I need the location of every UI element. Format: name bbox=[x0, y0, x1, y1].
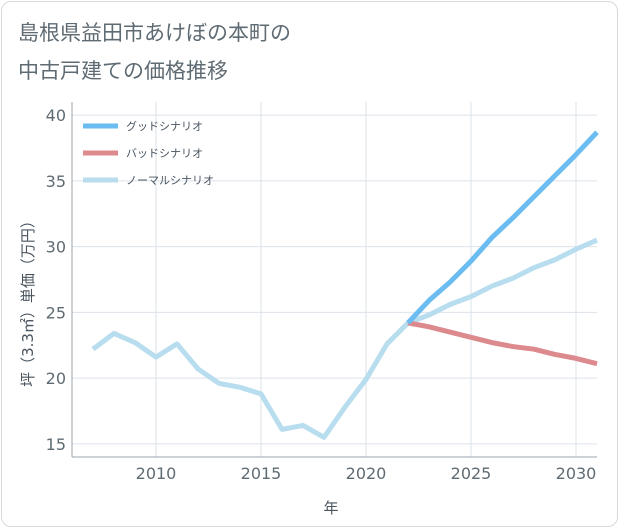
x-tick-label: 2030 bbox=[556, 464, 597, 483]
bad-scenario-line bbox=[407, 320, 598, 367]
grid-lines bbox=[72, 102, 597, 457]
legend-label: ノーマルシナリオ bbox=[126, 174, 214, 187]
y-axis-ticks: 15 20 25 30 35 40 bbox=[46, 106, 66, 454]
y-tick-label: 20 bbox=[46, 369, 66, 388]
y-tick-label: 40 bbox=[46, 106, 66, 125]
normal-scenario-line bbox=[91, 237, 599, 440]
legend-item-bad: バッドシナリオ bbox=[83, 147, 203, 160]
series-layer bbox=[91, 130, 599, 440]
legend-item-good: グッドシナリオ bbox=[83, 119, 203, 133]
y-tick-label: 15 bbox=[46, 435, 66, 454]
y-axis-label: 坪（3.3㎡）単価（万円） bbox=[19, 213, 37, 387]
x-tick-label: 2010 bbox=[136, 464, 177, 483]
good-scenario-line bbox=[406, 130, 599, 325]
x-tick-label: 2025 bbox=[451, 464, 492, 483]
chart-title: 島根県益田市あけぼの本町の 中古戸建ての価格推移 bbox=[18, 21, 291, 83]
x-tick-label: 2020 bbox=[346, 464, 387, 483]
x-tick-label: 2015 bbox=[241, 464, 282, 483]
y-tick-label: 25 bbox=[46, 303, 66, 322]
legend-item-normal: ノーマルシナリオ bbox=[83, 174, 214, 187]
legend-label: グッドシナリオ bbox=[126, 119, 203, 133]
y-tick-label: 35 bbox=[46, 172, 66, 191]
x-axis-ticks: 2010 2015 2020 2025 2030 bbox=[136, 464, 597, 483]
y-tick-label: 30 bbox=[46, 238, 66, 257]
plot-area bbox=[71, 102, 597, 458]
x-axis-label: 年 bbox=[323, 499, 338, 517]
legend-label: バッドシナリオ bbox=[126, 147, 203, 160]
